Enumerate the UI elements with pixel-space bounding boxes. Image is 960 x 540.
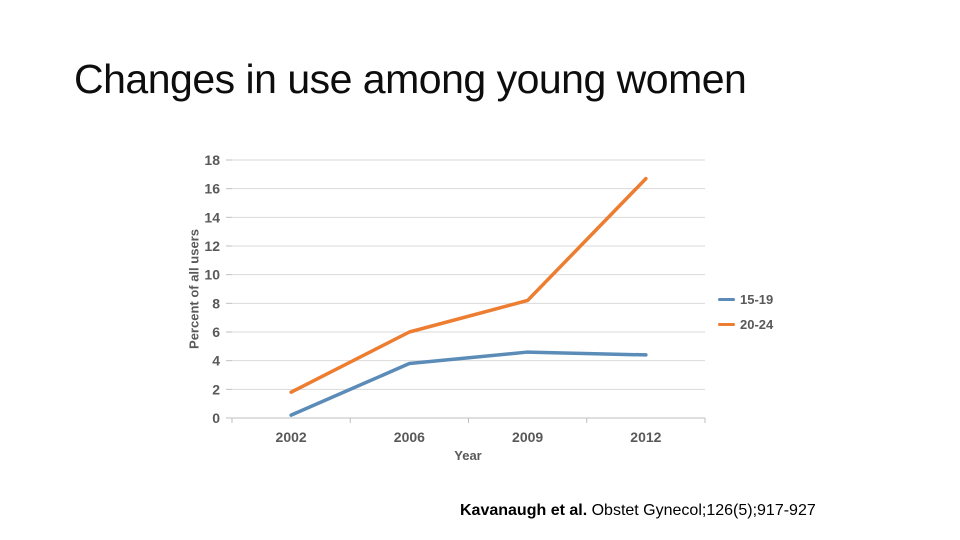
y-axis-title: Percent of all users bbox=[186, 229, 202, 349]
y-tick-label: 4 bbox=[212, 353, 220, 369]
legend-item-15-19: 15-19 bbox=[718, 291, 774, 307]
legend-label: 15-19 bbox=[740, 291, 774, 307]
legend-label: 20-24 bbox=[740, 316, 774, 332]
x-tick-label: 2002 bbox=[276, 429, 307, 445]
citation-journal: Obstet Gynecol;126(5);917-927 bbox=[587, 502, 816, 519]
x-tick-label: 2009 bbox=[512, 429, 543, 445]
citation-authors: Kavanaugh et al. bbox=[460, 502, 588, 519]
y-tick-label: 18 bbox=[204, 152, 220, 168]
x-tick-label: 2012 bbox=[630, 429, 661, 445]
y-tick-label: 14 bbox=[204, 209, 220, 225]
y-tick-label: 10 bbox=[204, 267, 220, 283]
y-tick-label: 12 bbox=[204, 238, 220, 254]
y-tick-label: 2 bbox=[212, 381, 220, 397]
citation: Kavanaugh et al. Obstet Gynecol;126(5);9… bbox=[460, 502, 816, 520]
y-tick-label: 16 bbox=[204, 181, 220, 197]
chart-plot-area: 0 2 4 6 8 10 12 14 16 18 2002 2006 2009 2012 bbox=[204, 152, 706, 445]
series-line-20-24 bbox=[289, 176, 648, 394]
y-tick-label: 8 bbox=[212, 295, 220, 311]
y-tick-label: 6 bbox=[212, 324, 220, 340]
chart-legend: 15-19 20-24 bbox=[718, 292, 773, 342]
x-tick-label: 2006 bbox=[394, 429, 425, 445]
x-axis-title: Year bbox=[454, 448, 482, 463]
legend-line-swatch-orange bbox=[718, 322, 735, 326]
y-tick-label: 0 bbox=[212, 410, 220, 426]
slide-title: Changes in use among young women bbox=[74, 56, 747, 102]
legend-item-20-24: 20-24 bbox=[718, 316, 774, 332]
legend-line-swatch-blue bbox=[718, 297, 735, 301]
line-chart: 0 2 4 6 8 10 12 14 16 18 2002 2006 2009 2012 Percent … bbox=[180, 140, 960, 475]
series-line-15-19 bbox=[289, 350, 648, 417]
